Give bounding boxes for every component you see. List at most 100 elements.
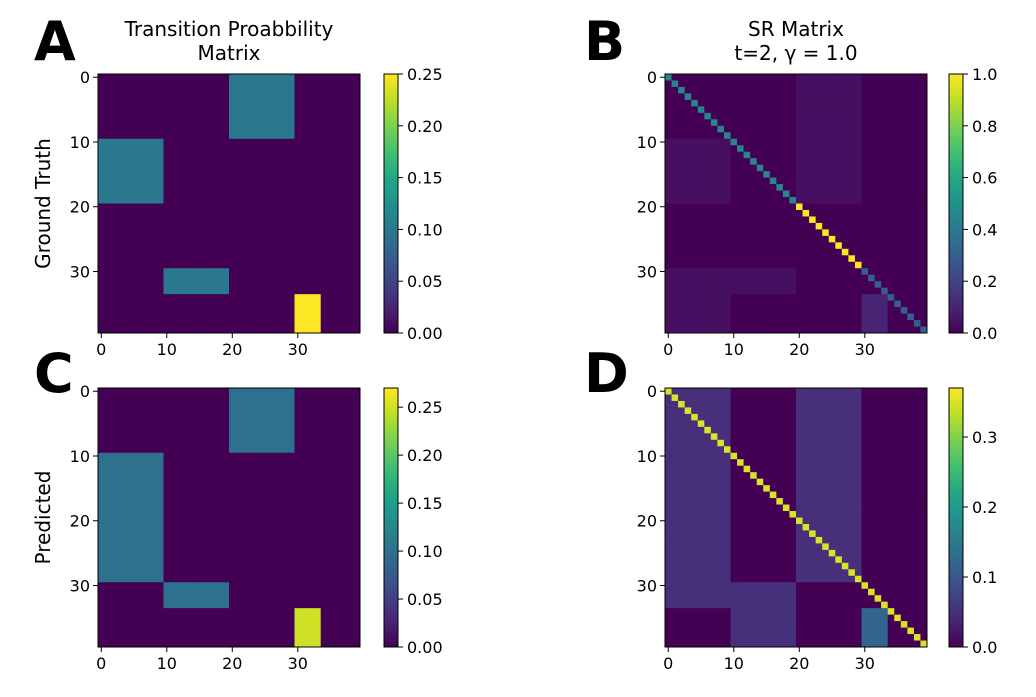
heatmap-cell xyxy=(242,99,250,107)
heatmap-cell xyxy=(704,151,712,159)
heatmap-cell xyxy=(176,164,184,172)
heatmap-cell xyxy=(665,300,672,308)
heatmap-cell xyxy=(346,634,354,641)
heatmap-cell xyxy=(117,274,125,282)
heatmap-cell xyxy=(104,132,112,140)
heatmap-cell xyxy=(196,171,204,179)
heatmap-cell xyxy=(235,132,243,140)
heatmap-cell xyxy=(353,242,361,250)
heatmap-cell xyxy=(189,184,197,191)
heatmap-cell xyxy=(809,190,817,198)
heatmap-cell xyxy=(176,413,184,421)
heatmap-cell xyxy=(907,132,915,140)
heatmap-cell xyxy=(320,614,328,622)
heatmap-cell xyxy=(235,93,243,101)
heatmap-cell xyxy=(255,320,263,327)
heatmap-cell xyxy=(671,261,679,269)
heatmap-cell xyxy=(287,281,295,289)
heatmap-cell xyxy=(684,93,692,101)
heatmap-cell xyxy=(314,106,322,114)
heatmap-cell xyxy=(763,99,771,107)
heatmap-cell xyxy=(287,326,295,334)
heatmap-cell xyxy=(255,588,263,596)
heatmap-cell xyxy=(828,106,836,114)
heatmap-cell xyxy=(124,184,132,191)
heatmap-cell xyxy=(691,242,699,250)
heatmap-cell xyxy=(202,413,210,421)
heatmap-cell xyxy=(163,511,171,518)
heatmap-cell xyxy=(743,93,751,101)
heatmap-cell xyxy=(222,640,230,648)
heatmap-cell xyxy=(710,400,718,408)
heatmap-cell xyxy=(723,145,731,153)
heatmap-cell xyxy=(776,268,784,276)
heatmap-cell xyxy=(340,216,348,224)
heatmap-cell xyxy=(854,106,862,114)
heatmap-cell xyxy=(117,433,125,441)
heatmap-cell xyxy=(176,640,184,648)
heatmap-cell xyxy=(320,452,328,460)
heatmap-cell xyxy=(782,184,790,191)
heatmap-cell xyxy=(294,569,302,577)
heatmap-cell xyxy=(202,132,210,140)
heatmap-cell xyxy=(887,145,895,153)
heatmap-cell xyxy=(229,530,236,538)
heatmap-cell xyxy=(802,229,810,237)
heatmap-cell xyxy=(189,106,197,114)
heatmap-cell xyxy=(333,439,341,447)
heatmap-cell xyxy=(789,145,797,153)
heatmap-cell xyxy=(274,498,282,505)
heatmap-cell xyxy=(900,158,908,166)
heatmap-cell xyxy=(111,106,119,114)
heatmap-cell xyxy=(340,99,348,107)
heatmap-cell xyxy=(717,255,725,263)
heatmap-cell xyxy=(841,151,849,159)
heatmap-cell xyxy=(235,235,243,243)
heatmap-cell xyxy=(137,575,145,583)
heatmap-cell xyxy=(671,268,679,276)
heatmap-cell xyxy=(235,119,243,127)
heatmap-cell xyxy=(723,235,731,243)
heatmap-cell xyxy=(117,74,125,81)
heatmap-cell xyxy=(704,216,712,224)
heatmap-cell xyxy=(750,125,758,133)
heatmap-cell xyxy=(678,235,686,243)
heatmap-cell xyxy=(697,184,705,191)
heatmap-cell xyxy=(737,255,744,263)
heatmap-cell xyxy=(287,433,295,441)
heatmap-cell xyxy=(802,235,810,243)
heatmap-cell xyxy=(143,203,151,211)
heatmap-cell xyxy=(242,209,250,217)
heatmap-cell xyxy=(327,307,335,314)
heatmap-cell xyxy=(117,504,125,512)
heatmap-cell xyxy=(170,439,177,447)
heatmap-cell xyxy=(117,151,125,159)
heatmap-cell xyxy=(796,132,803,140)
heatmap-cell xyxy=(98,307,105,314)
heatmap-cell xyxy=(301,177,308,185)
heatmap-cell xyxy=(320,300,328,308)
heatmap-cell xyxy=(320,595,328,603)
heatmap-cell xyxy=(294,190,302,198)
heatmap-cell xyxy=(314,485,322,493)
heatmap-cell xyxy=(294,472,302,480)
heatmap-cell xyxy=(176,307,184,314)
heatmap-cell xyxy=(209,446,217,454)
heatmap-cell xyxy=(150,300,158,308)
heatmap-cell xyxy=(248,197,256,204)
heatmap-cell xyxy=(340,261,348,269)
heatmap-cell xyxy=(327,465,335,473)
heatmap-cell xyxy=(730,74,738,81)
heatmap-cell xyxy=(156,203,164,211)
heatmap-cell xyxy=(894,125,902,133)
heatmap-cell xyxy=(684,242,692,250)
heatmap-cell xyxy=(789,261,797,269)
heatmap-cell xyxy=(235,400,243,408)
heatmap-cell xyxy=(678,222,686,230)
heatmap-cell xyxy=(117,235,125,243)
heatmap-cell xyxy=(697,119,705,127)
heatmap-cell xyxy=(235,452,243,460)
heatmap-cell xyxy=(353,145,361,153)
heatmap-cell xyxy=(163,485,171,493)
heatmap-cell xyxy=(340,197,348,204)
